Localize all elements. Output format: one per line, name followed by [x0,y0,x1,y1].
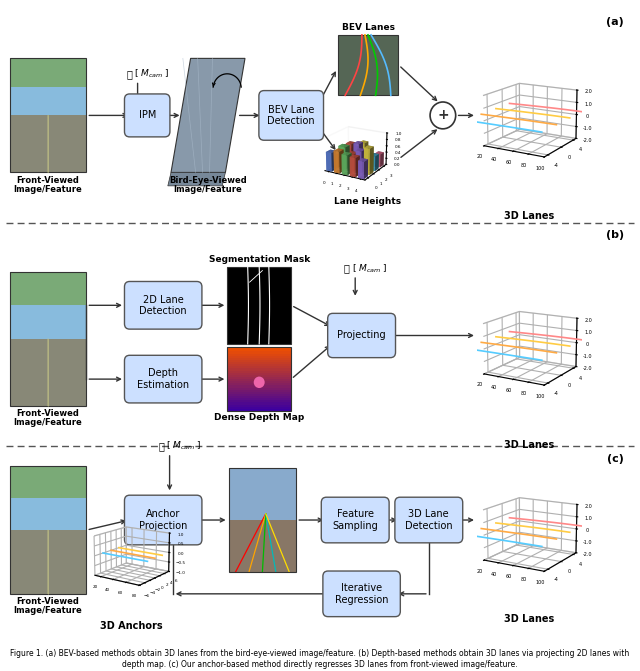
Text: IPM: IPM [138,111,156,120]
Text: [ $M_{cam}$ ]: [ $M_{cam}$ ] [134,68,170,80]
Text: Front-Viewed: Front-Viewed [17,409,79,418]
Text: Iterative
Regression: Iterative Regression [335,583,388,605]
Text: 3D Anchors: 3D Anchors [100,621,163,631]
Text: 📷: 📷 [158,442,164,451]
Bar [10,58,86,172]
Bar [227,353,291,356]
Bar [227,391,291,394]
Bar [227,378,291,381]
Bar [10,466,86,594]
Text: Image/Feature: Image/Feature [173,185,243,193]
Bar [227,404,291,407]
Text: +: + [437,109,449,122]
Bar [10,58,86,87]
Text: Depth
Estimation: Depth Estimation [137,368,189,390]
Bar [227,374,291,377]
Polygon shape [168,172,225,186]
FancyBboxPatch shape [259,91,324,140]
Bar [338,35,398,95]
Bar [10,58,86,115]
Bar [227,376,291,379]
Text: Figure 1. (a) BEV-based methods obtain 3D lanes from the bird-eye-viewed image/f: Figure 1. (a) BEV-based methods obtain 3… [10,650,630,668]
Bar [227,357,291,360]
Text: Image/Feature: Image/Feature [13,185,83,193]
Bar [227,393,291,396]
Text: Image/Feature: Image/Feature [13,418,83,427]
Text: Segmentation Mask: Segmentation Mask [209,256,310,264]
Bar [229,468,296,572]
Bar [229,468,296,520]
Bar [227,372,291,375]
Bar [10,115,86,172]
Bar [227,406,291,409]
Bar [227,382,291,385]
Text: [ $M_{cam}$ ]: [ $M_{cam}$ ] [166,440,202,452]
Bar [227,368,291,370]
Text: (c): (c) [607,454,624,464]
Bar [227,395,291,398]
Polygon shape [171,58,245,172]
Bar [227,400,291,403]
Text: (b): (b) [606,230,624,240]
Bar [10,272,86,406]
FancyBboxPatch shape [321,497,389,543]
Bar [227,397,291,401]
Bar [10,466,86,498]
Bar [227,355,291,358]
Text: Projecting: Projecting [337,331,386,340]
Circle shape [253,376,265,388]
FancyBboxPatch shape [124,356,202,403]
Bar [227,360,291,362]
Text: Front-Viewed: Front-Viewed [17,176,79,185]
Text: Image/Feature: Image/Feature [13,606,83,615]
Bar [10,339,86,406]
FancyBboxPatch shape [395,497,463,543]
Bar [227,349,291,352]
Text: Anchor
Projection: Anchor Projection [139,509,188,531]
Bar [227,346,291,350]
Text: BEV Lane
Detection: BEV Lane Detection [268,105,315,126]
Text: 📷: 📷 [344,264,350,273]
Bar [10,272,86,339]
Bar [227,389,291,392]
Text: 3D Lanes: 3D Lanes [504,614,555,624]
Bar [10,272,86,305]
Text: Front-Viewed: Front-Viewed [17,597,79,606]
Text: Dense Depth Map: Dense Depth Map [214,413,305,422]
Text: 3D Lanes: 3D Lanes [504,440,555,450]
Bar [227,362,291,364]
Text: 3D Lane
Detection: 3D Lane Detection [405,509,452,531]
Text: 📷: 📷 [126,69,132,79]
Text: [ $M_{cam}$ ]: [ $M_{cam}$ ] [351,262,387,274]
Bar [229,520,296,572]
Bar [227,370,291,373]
FancyBboxPatch shape [323,571,401,617]
Text: 2D Lane
Detection: 2D Lane Detection [140,295,187,316]
Bar [227,402,291,405]
Bar [227,384,291,388]
Bar [227,348,291,411]
Bar [227,408,291,411]
Bar [227,380,291,383]
Bar [227,364,291,366]
Bar [10,466,86,530]
FancyBboxPatch shape [124,282,202,329]
Text: Bird-Eye-Viewed: Bird-Eye-Viewed [169,176,247,185]
Bar [10,530,86,594]
Bar [227,387,291,390]
Text: (a): (a) [606,17,624,27]
Bar [227,266,291,344]
Text: Lane Heights: Lane Heights [335,197,401,205]
FancyBboxPatch shape [328,313,396,358]
Bar [227,351,291,354]
Text: BEV Lanes: BEV Lanes [342,23,394,32]
Bar [227,366,291,368]
FancyBboxPatch shape [124,495,202,545]
Text: 3D Lanes: 3D Lanes [504,211,555,221]
Text: Feature
Sampling: Feature Sampling [332,509,378,531]
FancyBboxPatch shape [124,94,170,137]
